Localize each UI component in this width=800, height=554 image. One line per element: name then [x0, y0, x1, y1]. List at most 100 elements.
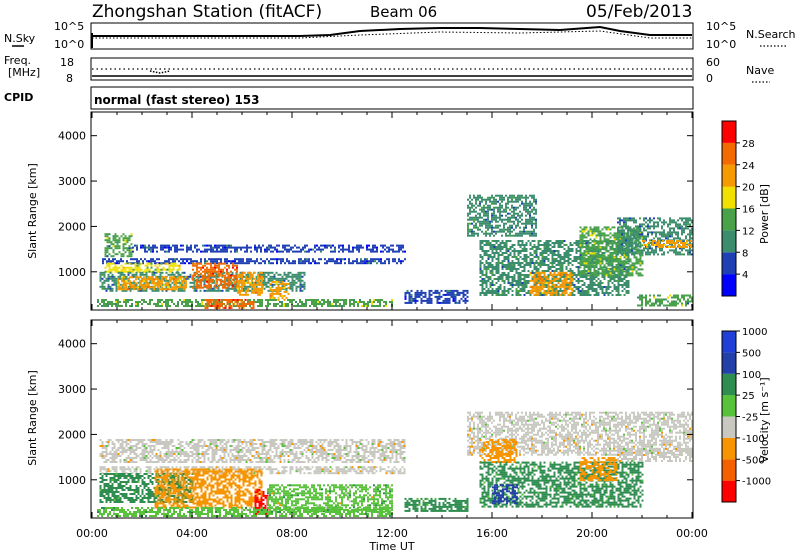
data-cell — [163, 276, 165, 279]
data-cell — [247, 285, 250, 288]
data-cell — [206, 266, 208, 269]
data-cell — [204, 244, 206, 247]
data-cell — [607, 254, 610, 257]
data-cell — [112, 251, 115, 254]
data-cell — [129, 284, 131, 287]
data-cell — [587, 270, 590, 273]
data-cell — [543, 279, 546, 282]
data-cell — [499, 216, 501, 219]
data-cell — [124, 270, 127, 273]
data-cell — [571, 270, 574, 272]
data-cell — [597, 268, 600, 270]
data-cell — [238, 246, 240, 249]
data-cell — [605, 292, 608, 294]
data-cell — [218, 299, 221, 301]
data-cell — [585, 228, 588, 231]
data-cell — [132, 270, 135, 273]
data-cell — [232, 266, 234, 269]
data-cell — [104, 266, 107, 269]
data-cell — [129, 289, 132, 292]
data-cell — [165, 284, 167, 287]
data-cell — [265, 285, 268, 288]
data-cell — [623, 282, 626, 284]
data-cell — [593, 248, 596, 250]
data-cell — [617, 290, 620, 292]
data-cell — [285, 289, 288, 292]
data-cell — [124, 243, 127, 246]
data-cell — [301, 301, 303, 303]
data-cell — [635, 251, 637, 254]
data-cell — [374, 260, 376, 263]
data-cell — [543, 246, 546, 248]
data-cell — [599, 250, 602, 253]
data-cell — [523, 286, 526, 288]
data-cell — [342, 258, 344, 261]
data-cell — [118, 247, 121, 250]
data-cell — [603, 266, 606, 268]
data-cell — [607, 260, 610, 263]
data-cell — [235, 305, 237, 307]
data-cell — [625, 260, 628, 263]
data-cell — [619, 264, 622, 266]
data-cell — [247, 287, 249, 290]
data-cell — [131, 281, 134, 284]
data-cell — [549, 281, 552, 284]
data-cell — [591, 286, 594, 288]
data-cell — [619, 260, 622, 263]
data-cell — [157, 303, 159, 305]
data-cell — [527, 230, 529, 233]
data-cell — [607, 228, 610, 231]
data-cell — [635, 229, 637, 232]
data-cell — [497, 210, 499, 213]
data-cell — [641, 244, 644, 247]
data-cell — [353, 303, 355, 305]
data-cell — [147, 276, 149, 279]
data-cell — [637, 235, 639, 238]
data-cell — [325, 301, 327, 303]
data-cell — [539, 279, 542, 282]
data-cell — [314, 262, 316, 265]
data-cell — [285, 290, 288, 293]
data-cell — [116, 266, 119, 269]
data-cell — [215, 271, 218, 274]
data-cell — [509, 288, 512, 290]
data-cell — [533, 275, 536, 278]
data-cell — [481, 286, 484, 288]
data-cell — [485, 266, 488, 268]
data-cell — [497, 252, 500, 254]
data-cell — [133, 273, 136, 276]
data-cell — [228, 305, 231, 307]
data-cell — [97, 299, 99, 301]
data-cell — [601, 260, 604, 263]
data-cell — [489, 292, 492, 294]
data-cell — [501, 194, 503, 197]
data-cell — [487, 232, 489, 235]
data-cell — [357, 305, 359, 307]
data-cell — [605, 272, 608, 275]
data-cell — [609, 292, 612, 294]
data-cell — [106, 241, 109, 244]
data-cell — [475, 202, 477, 205]
data-cell — [489, 272, 492, 274]
data-cell — [121, 284, 123, 287]
data-cell — [491, 232, 493, 235]
data-cell — [525, 248, 528, 250]
data-cell — [189, 285, 192, 288]
data-cell — [114, 253, 117, 256]
data-cell — [123, 299, 125, 301]
data-cell — [609, 236, 612, 239]
data-cell — [565, 289, 568, 292]
data-cell — [551, 262, 554, 264]
data-cell — [110, 241, 113, 244]
data-cell — [142, 246, 144, 249]
data-cell — [348, 262, 350, 265]
data-cell — [623, 239, 625, 242]
data-cell — [135, 271, 138, 274]
data-cell — [579, 254, 582, 256]
data-cell — [125, 286, 127, 289]
data-cell — [475, 232, 477, 235]
data-cell — [491, 266, 494, 268]
data-cell — [595, 234, 598, 237]
data-cell — [111, 283, 114, 286]
data-cell — [479, 246, 482, 248]
